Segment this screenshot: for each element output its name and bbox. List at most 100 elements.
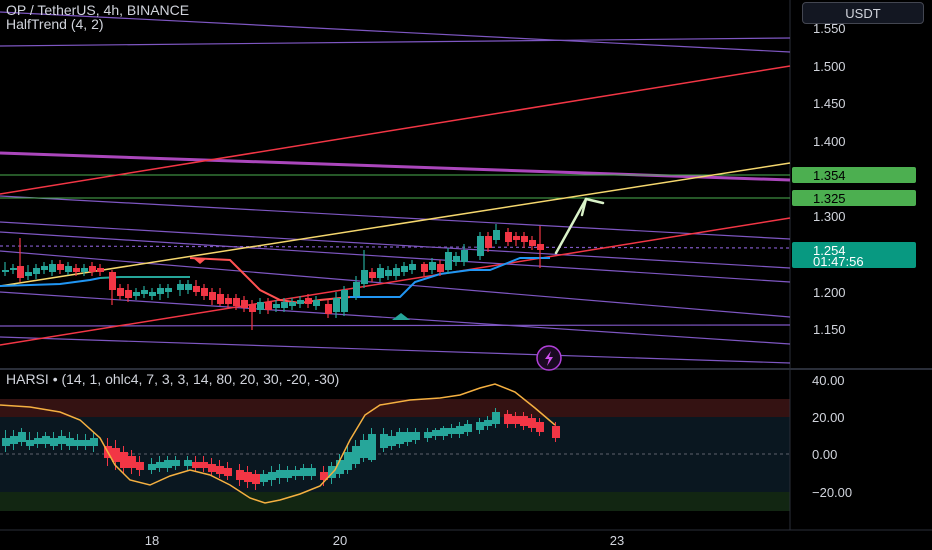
- harsi-candle[interactable]: [432, 428, 440, 440]
- harsi-candle[interactable]: [192, 456, 200, 472]
- purple-trendline[interactable]: [0, 37, 791, 47]
- harsi-candle[interactable]: [440, 426, 448, 440]
- red-trendline[interactable]: [0, 217, 791, 346]
- yellow-trendline[interactable]: [0, 162, 791, 287]
- price-candle[interactable]: [97, 264, 104, 276]
- halftrend-indicator-label[interactable]: HalfTrend (4, 2): [6, 16, 104, 32]
- price-candle[interactable]: [513, 232, 520, 246]
- harsi-candle[interactable]: [156, 456, 164, 472]
- price-candle[interactable]: [377, 264, 384, 282]
- price-candle[interactable]: [217, 288, 224, 306]
- harsi-candle[interactable]: [520, 412, 528, 430]
- harsi-candle[interactable]: [50, 432, 58, 450]
- harsi-candle[interactable]: [284, 466, 292, 482]
- price-candle[interactable]: [281, 298, 288, 312]
- harsi-candle[interactable]: [300, 464, 308, 480]
- harsi-candle[interactable]: [368, 428, 376, 462]
- price-candle[interactable]: [369, 268, 376, 282]
- price-candle[interactable]: [10, 264, 17, 274]
- harsi-candle[interactable]: [236, 464, 244, 486]
- harsi-candle[interactable]: [90, 432, 98, 452]
- currency-button[interactable]: USDT: [802, 2, 924, 24]
- harsi-candle[interactable]: [26, 432, 34, 450]
- price-candle[interactable]: [505, 228, 512, 246]
- harsi-candle[interactable]: [74, 434, 82, 450]
- purple-trendline[interactable]: [0, 336, 791, 364]
- harsi-candle[interactable]: [484, 416, 492, 430]
- harsi-candle[interactable]: [448, 424, 456, 438]
- price-candle[interactable]: [257, 298, 264, 314]
- harsi-candle[interactable]: [536, 418, 544, 436]
- price-candle[interactable]: [149, 288, 156, 300]
- price-candle[interactable]: [333, 292, 340, 318]
- price-candle[interactable]: [49, 260, 56, 276]
- harsi-candles[interactable]: [2, 408, 560, 490]
- harsi-candle[interactable]: [58, 430, 66, 450]
- harsi-candle[interactable]: [136, 456, 144, 476]
- purple-trendlines[interactable]: [0, 11, 791, 364]
- harsi-candle[interactable]: [504, 410, 512, 428]
- price-candle[interactable]: [325, 300, 332, 318]
- price-candle[interactable]: [537, 226, 544, 268]
- harsi-candle[interactable]: [260, 470, 268, 486]
- harsi-candle[interactable]: [308, 464, 316, 480]
- lightning-icon[interactable]: [536, 345, 562, 371]
- harsi-candle[interactable]: [424, 428, 432, 442]
- price-candle[interactable]: [477, 232, 484, 260]
- purple-trendline[interactable]: [0, 195, 791, 240]
- price-candles[interactable]: [2, 224, 544, 330]
- harsi-candle[interactable]: [268, 466, 276, 486]
- harsi-indicator-legend[interactable]: HARSI • (14, 1, ohlc4, 7, 3, 3, 14, 80, …: [6, 371, 339, 387]
- harsi-candle[interactable]: [336, 454, 344, 478]
- purple-trendline[interactable]: [0, 11, 791, 53]
- harsi-candle[interactable]: [172, 456, 180, 470]
- price-candle[interactable]: [393, 264, 400, 280]
- price-candle[interactable]: [453, 252, 460, 266]
- purple-trendline[interactable]: [0, 245, 791, 249]
- harsi-candle[interactable]: [396, 428, 404, 448]
- harsi-candle[interactable]: [352, 440, 360, 468]
- price-candle[interactable]: [493, 224, 500, 244]
- price-candle[interactable]: [401, 262, 408, 276]
- harsi-candle[interactable]: [216, 460, 224, 478]
- purple-trendline[interactable]: [0, 231, 791, 283]
- harsi-candle[interactable]: [252, 470, 260, 490]
- price-candle[interactable]: [289, 298, 296, 310]
- price-candle[interactable]: [225, 294, 232, 308]
- price-candle[interactable]: [81, 264, 88, 276]
- price-candle[interactable]: [529, 236, 536, 250]
- price-candle[interactable]: [41, 262, 48, 274]
- harsi-candle[interactable]: [456, 422, 464, 438]
- price-candle[interactable]: [445, 248, 452, 274]
- harsi-candle[interactable]: [184, 456, 192, 470]
- price-candle[interactable]: [437, 260, 444, 276]
- harsi-candle[interactable]: [128, 450, 136, 474]
- price-candle[interactable]: [2, 262, 9, 276]
- harsi-candle[interactable]: [492, 408, 500, 428]
- harsi-candle[interactable]: [34, 432, 42, 448]
- price-level-tag[interactable]: 1.354: [792, 167, 916, 183]
- price-candle[interactable]: [341, 286, 348, 316]
- harsi-candle[interactable]: [164, 456, 172, 472]
- price-candle[interactable]: [165, 284, 172, 298]
- price-candle[interactable]: [157, 284, 164, 300]
- price-candle[interactable]: [65, 262, 72, 275]
- harsi-candle[interactable]: [292, 466, 300, 480]
- price-candle[interactable]: [385, 266, 392, 280]
- price-candle[interactable]: [249, 300, 256, 330]
- price-candle[interactable]: [241, 296, 248, 312]
- harsi-candle[interactable]: [200, 456, 208, 472]
- harsi-candle[interactable]: [512, 412, 520, 428]
- price-candle[interactable]: [361, 250, 368, 288]
- harsi-candle[interactable]: [66, 432, 74, 450]
- harsi-candle[interactable]: [224, 462, 232, 480]
- purple-trendline[interactable]: [0, 221, 791, 269]
- harsi-candle[interactable]: [464, 420, 472, 436]
- price-candle[interactable]: [273, 300, 280, 312]
- harsi-candle[interactable]: [380, 428, 388, 452]
- price-candle[interactable]: [409, 260, 416, 274]
- red-trendline[interactable]: [0, 65, 791, 195]
- price-candle[interactable]: [209, 288, 216, 305]
- price-candle[interactable]: [305, 294, 312, 308]
